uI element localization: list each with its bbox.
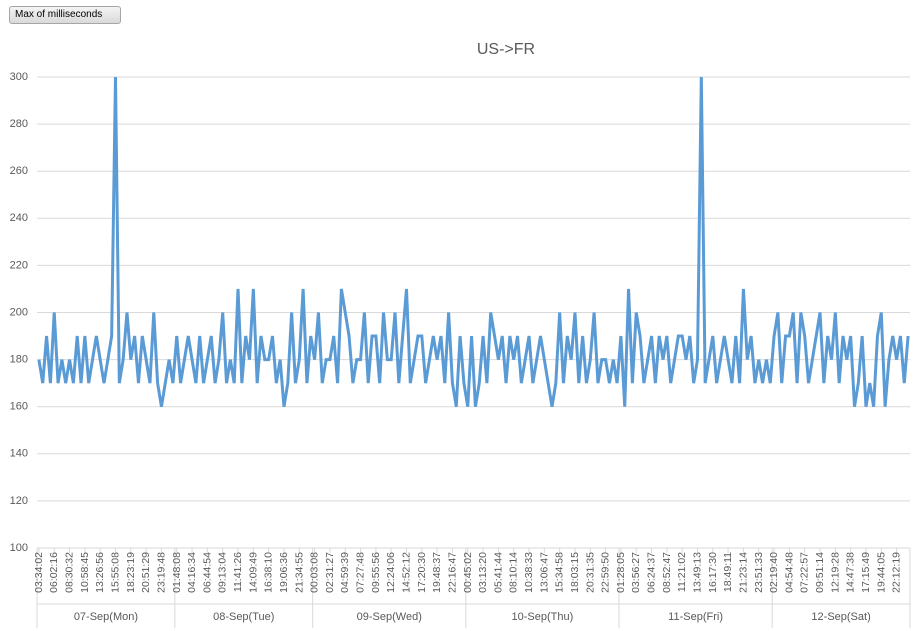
x-tick-label: 03:56:27 [630,552,642,593]
x-tick-label: 04:16:34 [186,552,198,593]
x-tick-label: 21:23:14 [737,552,749,593]
x-tick-label: 14:52:12 [400,552,412,593]
x-tick-label: 14:47:38 [845,552,857,593]
x-tick-label: 18:49:11 [722,552,734,592]
y-tick-label: 300 [10,71,28,83]
x-tick-label: 06:24:37 [646,552,658,593]
x-tick-label: 19:48:37 [431,552,443,593]
x-tick-label: 08:30:32 [64,552,76,593]
x-tick-label: 15:34:58 [554,552,566,593]
x-tick-label: 13:26:56 [94,552,106,593]
x-tick-label: 17:20:30 [416,552,428,593]
x-tick-label: 09:55:56 [370,552,382,593]
x-tick-label: 02:31:27 [324,552,336,593]
x-tick-label: 05:41:44 [492,552,504,593]
x-tick-label: 00:03:08 [309,552,321,593]
y-tick-label: 200 [10,306,28,318]
x-tick-label: 18:23:19 [125,552,137,593]
group-label: 07-Sep(Mon) [74,611,138,623]
group-label: 10-Sep(Thu) [512,611,574,623]
chart-title: US->FR [477,41,535,58]
y-tick-label: 100 [10,542,28,554]
x-tick-label: 09:13:04 [217,552,229,593]
x-tick-label: 06:02:16 [48,552,60,593]
x-tick-label: 18:03:15 [569,552,581,593]
x-tick-label: 01:28:05 [615,552,627,593]
x-tick-label: 07:22:57 [799,552,811,593]
series-line [37,76,910,407]
x-tick-label: 16:38:10 [263,552,275,593]
y-tick-label: 240 [10,212,28,224]
x-tick-label: 10:38:33 [523,552,535,593]
x-tick-label: 12:24:06 [385,552,397,593]
x-tick-label: 02:19:40 [768,552,780,593]
x-tick-label: 11:21:02 [676,552,688,592]
y-tick-label: 160 [10,401,28,413]
x-tick-label: 22:16:47 [446,552,458,593]
y-tick-label: 280 [10,118,28,130]
x-tick-label: 07:27:48 [355,552,367,593]
x-tick-label: 03:34:02 [33,552,45,593]
x-tick-label: 20:51:29 [140,552,152,593]
x-tick-label: 19:44:05 [875,552,887,593]
y-tick-label: 140 [10,448,28,460]
x-tick-label: 03:13:20 [477,552,489,593]
y-tick-label: 120 [10,495,28,507]
x-tick-label: 12:19:28 [829,552,841,593]
x-tick-label: 08:52:47 [661,552,673,593]
x-tick-label: 01:48:08 [171,552,183,593]
x-tick-label: 08:10:14 [508,552,520,593]
y-tick-label: 220 [10,259,28,271]
x-tick-label: 20:31:35 [584,552,596,593]
x-tick-label: 22:59:50 [600,552,612,593]
group-label: 11-Sep(Fri) [668,611,723,623]
x-tick-label: 13:49:13 [691,552,703,593]
group-label: 09-Sep(Wed) [357,611,422,623]
x-tick-label: 22:12:19 [891,552,903,593]
x-tick-label: 23:51:33 [753,552,765,593]
y-tick-label: 180 [10,354,28,366]
x-tick-label: 13:06:47 [538,552,550,593]
x-tick-label: 04:54:48 [783,552,795,593]
x-tick-label: 10:58:45 [79,552,91,593]
x-tick-label: 11:41:26 [232,552,244,592]
group-label: 08-Sep(Tue) [213,611,274,623]
x-tick-label: 09:51:14 [814,552,826,593]
x-tick-label: 15:55:08 [109,552,121,593]
x-tick-label: 19:06:36 [278,552,290,593]
field-button[interactable]: Max of milliseconds [9,6,121,24]
x-tick-label: 23:19:48 [155,552,167,593]
y-tick-label: 260 [10,165,28,177]
x-tick-label: 06:44:54 [201,552,213,593]
x-tick-label: 17:15:49 [860,552,872,593]
group-label: 12-Sep(Sat) [811,611,870,623]
x-tick-label: 14:09:49 [247,552,259,593]
x-tick-label: 04:59:39 [339,552,351,593]
x-tick-label: 16:17:30 [707,552,719,593]
x-tick-label: 00:45:02 [462,552,474,593]
x-tick-label: 21:34:55 [293,552,305,593]
